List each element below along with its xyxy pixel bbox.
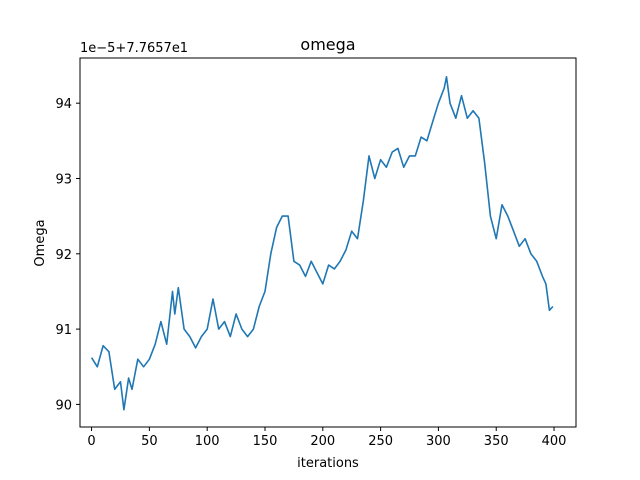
x-axis-label: iterations (297, 456, 359, 471)
plot-frame (79, 57, 577, 428)
y-tick-label: 94 (55, 97, 72, 112)
x-tick-label: 300 (426, 434, 451, 449)
x-tick-label: 100 (195, 434, 220, 449)
chart-title: omega (300, 35, 355, 54)
x-tick-label: 350 (484, 434, 509, 449)
x-tick-label: 50 (141, 434, 158, 449)
y-axis-label: Omega (33, 219, 48, 266)
x-tick-label: 200 (310, 434, 335, 449)
x-tick-label: 250 (368, 434, 393, 449)
y-tick-label: 91 (55, 323, 72, 338)
y-tick-label: 92 (55, 248, 72, 263)
x-tick-label: 0 (87, 434, 95, 449)
y-offset-label: 1e−5+7.7657e1 (80, 41, 188, 56)
y-tick-label: 90 (55, 398, 72, 413)
x-axis-ticks: 0 50 100 150 200 250 300 350 400 (87, 427, 566, 449)
x-tick-label: 400 (542, 434, 567, 449)
y-tick-label: 93 (55, 172, 72, 187)
y-axis-ticks: 90 91 92 93 94 (55, 97, 80, 413)
x-tick-label: 150 (253, 434, 278, 449)
series-layer (90, 76, 554, 411)
series-line (90, 76, 554, 411)
